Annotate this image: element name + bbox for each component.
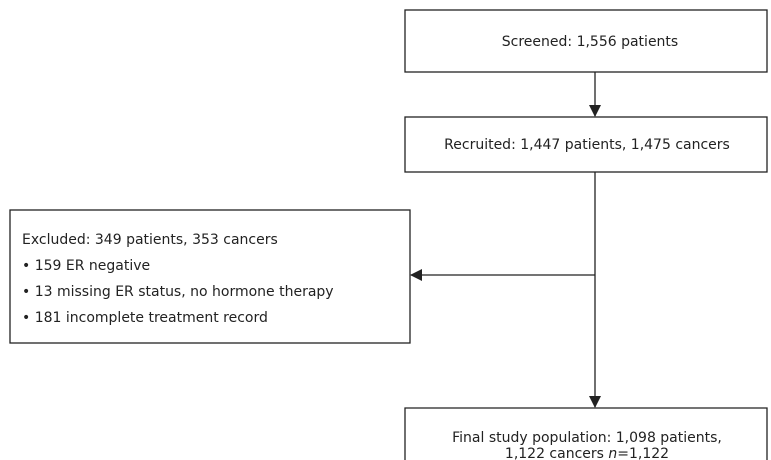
text-part: n: [608, 446, 617, 460]
box-label: Screened: 1,556 patients: [502, 34, 678, 50]
list-item: • 159 ER negative: [22, 258, 150, 274]
box-excluded: [9, 209, 411, 344]
box-label: 1,122 cancers n=1,122: [505, 446, 669, 460]
list-item: • 181 incomplete treatment record: [22, 310, 268, 326]
box-screened: [404, 9, 768, 73]
list-item: • 13 missing ER status, no hormone thera…: [22, 284, 334, 300]
box-final: [404, 407, 768, 460]
text-part: =1,122: [617, 446, 669, 460]
box-recruited: [404, 116, 768, 173]
box-label: Excluded: 349 patients, 353 cancers: [22, 232, 278, 248]
box-label: Final study population: 1,098 patients,: [452, 430, 722, 446]
text-part: 1,122 cancers: [505, 446, 609, 460]
box-label: Recruited: 1,447 patients, 1,475 cancers: [444, 137, 730, 153]
